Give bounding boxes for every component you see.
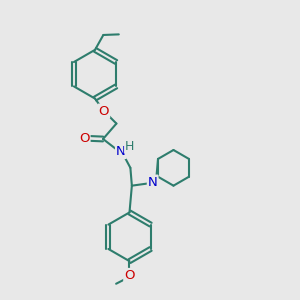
Text: N: N xyxy=(148,176,158,189)
Text: O: O xyxy=(99,105,109,118)
Text: O: O xyxy=(79,132,90,145)
Text: H: H xyxy=(125,140,134,153)
Text: N: N xyxy=(116,145,126,158)
Text: O: O xyxy=(124,269,135,282)
